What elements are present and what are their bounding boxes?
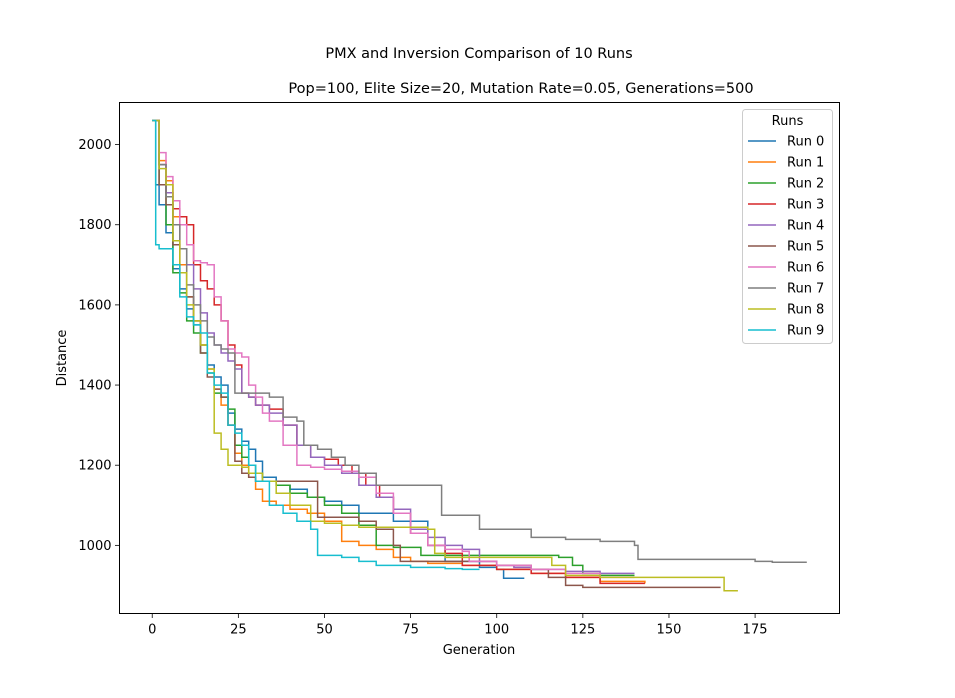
y-tick-label: 1400 <box>78 379 111 394</box>
y-tick-label: 1800 <box>78 218 111 233</box>
x-axis: 0 25 50 75 100 125 150 175 <box>148 613 768 638</box>
legend-label-run-0: Run 0 <box>787 135 824 150</box>
x-tick-label: 0 <box>148 623 156 638</box>
x-tick-label: 50 <box>316 623 333 638</box>
series-line-run-6 <box>152 119 635 579</box>
legend-label-run-6: Run 6 <box>787 261 824 276</box>
legend-title: Runs <box>772 114 804 129</box>
legend-box <box>742 109 833 344</box>
y-tick-label: 1600 <box>78 298 111 313</box>
legend-items: Run 0 Run 1 Run 2 Run 3 Run 4 Run 5 Run 6 Run 7… <box>748 135 824 339</box>
series-line-run-7 <box>152 119 807 563</box>
chart-suptitle: PMX and Inversion Comparison of 10 Runs <box>325 46 632 62</box>
legend: Runs Run 0 Run 1 Run 2 Run 3 Run 4 Run 5 Run 6… <box>742 109 833 344</box>
series-lines <box>152 119 807 592</box>
legend-label-run-7: Run 7 <box>787 282 824 297</box>
x-tick-label: 25 <box>230 623 247 638</box>
y-tick-label: 1200 <box>78 459 111 474</box>
legend-label-run-3: Run 3 <box>787 198 824 213</box>
legend-label-run-9: Run 9 <box>787 324 824 339</box>
chart-title: Pop=100, Elite Size=20, Mutation Rate=0.… <box>288 81 753 97</box>
y-tick-label: 2000 <box>78 138 111 153</box>
legend-label-run-5: Run 5 <box>787 240 824 255</box>
x-tick-label: 75 <box>402 623 419 638</box>
legend-label-run-2: Run 2 <box>787 177 824 192</box>
x-tick-label: 100 <box>484 623 509 638</box>
plot-frame <box>119 102 840 614</box>
series-line-run-4 <box>152 119 635 575</box>
x-axis-label: Generation <box>443 643 516 658</box>
y-tick-label: 1000 <box>78 539 111 554</box>
y-axis-label: Distance <box>55 330 70 387</box>
series-line-run-9 <box>152 119 480 571</box>
legend-label-run-8: Run 8 <box>787 303 824 318</box>
x-tick-label: 150 <box>657 623 682 638</box>
y-axis: 1000 1200 1400 1600 1800 2000 <box>78 138 120 554</box>
legend-label-run-1: Run 1 <box>787 156 824 171</box>
x-tick-label: 125 <box>570 623 595 638</box>
legend-label-run-4: Run 4 <box>787 219 824 234</box>
x-tick-label: 175 <box>743 623 768 638</box>
